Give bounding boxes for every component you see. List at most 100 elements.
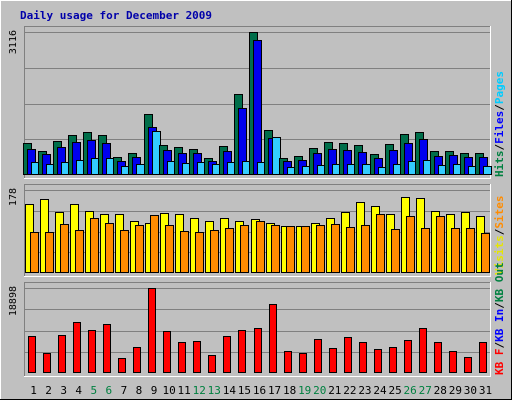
bar-middle-sites	[150, 215, 159, 273]
bar-middle-sites	[316, 225, 325, 273]
panel-bottom-legend-item: /	[493, 342, 506, 349]
bar-bottom-kb-f	[374, 349, 382, 373]
x-tick-label: 25	[388, 384, 401, 397]
x-tick-label: 5	[90, 384, 97, 397]
bar-bottom-kb-f	[434, 342, 442, 373]
bar-bottom-kb-f	[344, 337, 352, 373]
bar-bottom-kb-f	[133, 347, 141, 373]
bar-middle-sites	[180, 231, 189, 273]
panel-top-legend-item: Files	[493, 111, 506, 144]
chart-title: Daily usage for December 2009	[20, 9, 212, 22]
panel-top-legend-item: /	[493, 104, 506, 111]
bar-bottom-kb-f	[464, 357, 472, 373]
panel-top-legend-item: Hits	[493, 151, 506, 178]
panel-bottom-ymax-label: 18898	[8, 286, 19, 316]
panel-top-ymax-label: 3116	[8, 30, 19, 54]
bar-top-pages	[136, 164, 145, 175]
bar-bottom-kb-f	[58, 335, 66, 373]
bar-bottom-kb-f	[88, 330, 96, 373]
x-tick-label: 2	[45, 384, 52, 397]
bar-bottom-kb-f	[254, 328, 262, 373]
panel-bottom-legend: KB F/KB In/KB Out	[493, 262, 506, 375]
bar-middle-sites	[120, 230, 129, 273]
bar-middle-sites	[135, 225, 144, 273]
bar-bottom-kb-f	[269, 304, 277, 373]
x-tick-label: 30	[464, 384, 477, 397]
bar-top-pages	[272, 137, 281, 175]
bar-middle-sites	[210, 230, 219, 273]
bar-middle-sites	[391, 229, 400, 273]
x-tick-label: 15	[238, 384, 251, 397]
bar-bottom-kb-f	[43, 353, 51, 373]
x-tick-label: 21	[328, 384, 341, 397]
x-tick-label: 4	[75, 384, 82, 397]
bar-middle-sites	[75, 230, 84, 273]
x-tick-label: 1	[30, 384, 37, 397]
bar-middle-sites	[376, 214, 385, 273]
bar-middle-sites	[481, 233, 490, 273]
bar-bottom-kb-f	[208, 355, 216, 373]
panel-bottom-legend-item: KB F	[493, 349, 506, 376]
bar-middle-sites	[60, 224, 69, 273]
bar-bottom-kb-f	[178, 342, 186, 373]
bar-middle-sites	[30, 232, 39, 273]
bar-middle-sites	[421, 228, 430, 273]
x-tick-label: 14	[223, 384, 237, 397]
x-axis: 1 2 3 4 5 6 7 8 9 10 11 12 13 14 15 16 17 18 19 20 21 22 23 24 2…	[30, 384, 492, 397]
panel-top-legend: Hits/Files/Pages	[493, 71, 506, 177]
bar-middle-sites	[361, 225, 370, 273]
bar-middle-sites	[436, 216, 445, 273]
bar-bottom-kb-f	[389, 347, 397, 373]
x-tick-label: 20	[313, 384, 326, 397]
x-tick-label: 26	[404, 384, 417, 397]
panel-bottom-legend-item: KB Out	[493, 262, 506, 302]
bar-bottom-kb-f	[419, 328, 427, 373]
x-tick-label: 22	[343, 384, 356, 397]
panel-middle: 178 Visits/Sites	[8, 184, 506, 277]
x-tick-label: 12	[193, 384, 206, 397]
x-tick-label: 17	[268, 384, 281, 397]
bar-middle-sites	[240, 225, 249, 273]
bar-bottom-kb-f	[329, 348, 337, 373]
bar-bottom-kb-f	[238, 330, 246, 373]
bar-bottom-kb-f	[223, 336, 231, 373]
bar-middle-sites	[466, 228, 475, 273]
bar-top-files	[253, 40, 262, 175]
x-tick-label: 13	[208, 384, 221, 397]
x-tick-label: 7	[121, 384, 128, 397]
bar-bottom-kb-f	[314, 339, 322, 373]
panel-bottom-legend-item: KB In	[493, 309, 506, 342]
x-tick-label: 27	[419, 384, 432, 397]
panel-top-legend-item: Pages	[493, 71, 506, 104]
panel-middle-legend: Visits/Sites	[493, 196, 506, 276]
x-tick-label: 23	[358, 384, 371, 397]
x-tick-label: 8	[136, 384, 143, 397]
bar-top-pages	[483, 166, 492, 175]
panel-middle-ymax-label: 178	[8, 188, 19, 206]
bar-middle-sites	[331, 224, 340, 273]
bar-bottom-kb-f	[118, 358, 126, 373]
bar-bottom-kb-f	[163, 331, 171, 373]
bar-bottom-kb-f	[359, 342, 367, 373]
panel-middle-legend-item: /	[493, 228, 506, 235]
bar-top-pages	[362, 164, 371, 175]
bar-middle-sites	[225, 228, 234, 273]
bar-middle-sites	[90, 218, 99, 273]
panel-middle-legend-item: Sites	[493, 196, 506, 229]
x-tick-label: 6	[106, 384, 113, 397]
bar-middle-sites	[346, 227, 355, 273]
bar-bottom-kb-f	[299, 353, 307, 373]
bar-bottom-kb-f	[73, 322, 81, 373]
panel-bottom-legend-item: /	[493, 302, 506, 309]
x-tick-label: 19	[298, 384, 311, 397]
bar-bottom-kb-f	[284, 351, 292, 373]
bar-middle-sites	[451, 228, 460, 273]
x-tick-label: 28	[434, 384, 447, 397]
bar-middle-sites	[286, 226, 295, 273]
x-tick-label: 31	[479, 384, 492, 397]
x-tick-label: 18	[283, 384, 296, 397]
x-tick-label: 24	[373, 384, 387, 397]
bar-middle-sites	[271, 225, 280, 273]
bar-middle-sites	[301, 226, 310, 273]
